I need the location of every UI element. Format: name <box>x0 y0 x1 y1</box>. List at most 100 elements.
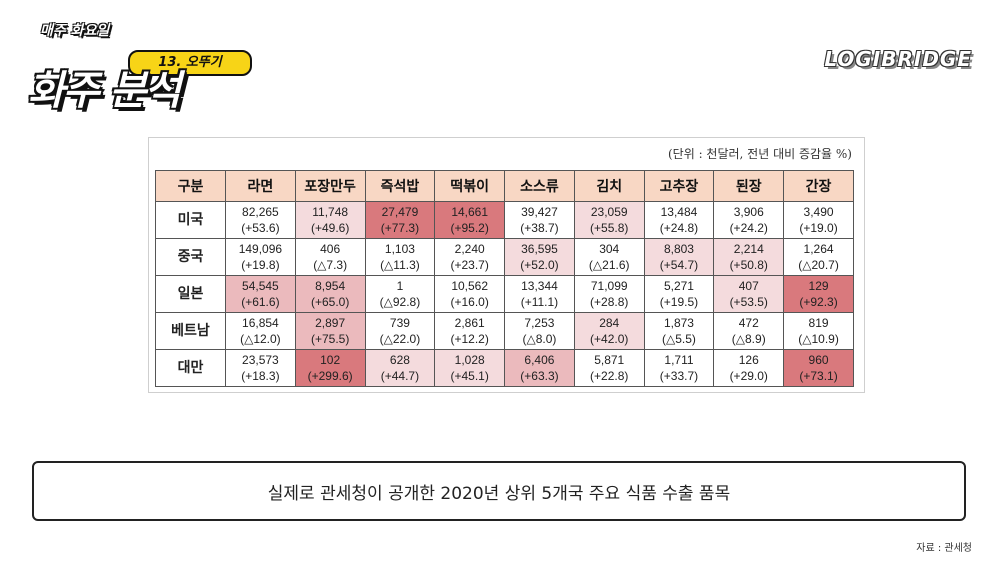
cell-change: (+54.7) <box>659 258 699 272</box>
cell-change: (+50.8) <box>729 258 768 272</box>
cell-change: (+24.8) <box>659 221 699 235</box>
cell-value: 5,871 <box>594 353 625 367</box>
cell-value: 3,906 <box>733 205 764 219</box>
table-cell: 628 (+44.7) <box>364 349 436 387</box>
cell-change: (△8.0) <box>522 332 557 346</box>
table-cell: 16,854 (△12.0) <box>225 312 296 350</box>
table-cell: 82,265 (+53.6) <box>225 201 296 239</box>
table-cell: 39,427 (+38.7) <box>504 201 575 239</box>
cell-value: 819 <box>808 316 829 330</box>
table-cell: 23,573 (+18.3) <box>225 349 296 387</box>
cell-value: 407 <box>738 279 759 293</box>
table-cell: 1 (△92.8) <box>364 275 436 313</box>
cell-value: 406 <box>320 242 341 256</box>
cell-value: 2,897 <box>315 316 346 330</box>
table-cell: 1,028 (+45.1) <box>434 349 506 387</box>
cell-change: (△10.9) <box>798 332 839 346</box>
cell-value: 628 <box>389 353 410 367</box>
cell-value: 8,803 <box>663 242 694 256</box>
cell-change: (△7.3) <box>313 258 348 272</box>
cell-value: 14,661 <box>451 205 489 219</box>
unit-note: (단위 : 천달러, 전년 대비 증감율 %) <box>668 147 852 161</box>
column-header: 즉석밥 <box>364 170 436 202</box>
cell-value: 36,595 <box>521 242 558 256</box>
cell-change: (△5.5) <box>662 332 696 346</box>
column-header: 떡볶이 <box>434 170 506 202</box>
logo-title: 화주 분석 <box>28 68 181 114</box>
cell-value: 54,545 <box>242 279 279 293</box>
cell-change: (+53.6) <box>241 221 280 235</box>
cell-value: 1,873 <box>663 316 694 330</box>
row-label: 베트남 <box>155 312 226 350</box>
cell-change: (+63.3) <box>520 369 559 383</box>
cell-value: 82,265 <box>242 205 279 219</box>
cell-change: (+53.5) <box>729 295 768 309</box>
cell-change: (+92.3) <box>799 295 838 309</box>
table-cell: 14,661 (+95.2) <box>434 201 506 239</box>
cell-value: 2,861 <box>454 316 485 330</box>
cell-value: 472 <box>738 316 759 330</box>
cell-value: 960 <box>808 353 829 367</box>
cell-value: 1,264 <box>803 242 834 256</box>
cell-value: 13,484 <box>660 205 698 219</box>
cell-change: (+44.7) <box>380 369 420 383</box>
table-cell: 129 (+92.3) <box>783 275 854 313</box>
table-cell: 102 (+299.6) <box>294 349 366 387</box>
cell-change: (△21.6) <box>588 258 630 272</box>
row-label: 미국 <box>155 201 226 239</box>
cell-change: (△11.3) <box>380 258 420 272</box>
table-cell: 1,873 (△5.5) <box>643 312 715 350</box>
cell-change: (+28.8) <box>590 295 629 309</box>
cell-value: 10,562 <box>451 279 489 293</box>
table-cell: 23,059 (+55.8) <box>573 201 645 239</box>
table-cell: 6,406 (+63.3) <box>504 349 575 387</box>
cell-value: 23,573 <box>242 353 279 367</box>
table-cell: 3,906 (+24.2) <box>713 201 785 239</box>
column-header: 된장 <box>713 170 785 202</box>
table-cell: 1,711 (+33.7) <box>643 349 715 387</box>
cell-change: (+42.0) <box>590 332 629 346</box>
column-header: 라면 <box>225 170 296 202</box>
table-cell: 5,271 (+19.5) <box>643 275 715 313</box>
cell-value: 27,479 <box>381 205 419 219</box>
table-cell: 149,096 (+19.8) <box>225 238 296 276</box>
cell-value: 3,490 <box>803 205 834 219</box>
caption-box: 실제로 관세청이 공개한 2020년 상위 5개국 주요 식품 수출 품목 <box>32 461 966 521</box>
column-header: 고추장 <box>643 170 715 202</box>
cell-change: (△92.8) <box>379 295 421 309</box>
table-cell: 407 (+53.5) <box>713 275 785 313</box>
table-cell: 7,253 (△8.0) <box>504 312 575 350</box>
table-cell: 1,264 (△20.7) <box>783 238 854 276</box>
cell-value: 23,059 <box>590 205 628 219</box>
cell-value: 1,028 <box>454 353 485 367</box>
table-header-row: 구분 라면 포장만두 즉석밥 떡볶이 소스류 김치 고추장 된장 간장 <box>155 170 854 202</box>
table-row: 대만 23,573 (+18.3) 102 (+299.6) 628 (+44.7) 1,02… <box>155 349 854 387</box>
table-cell: 960 (+73.1) <box>783 349 854 387</box>
table-cell: 36,595 (+52.0) <box>504 238 575 276</box>
cell-change: (+55.8) <box>590 221 629 235</box>
cell-change: (+77.3) <box>380 221 420 235</box>
source-note: 자료 : 관세청 <box>916 543 972 554</box>
cell-change: (+12.2) <box>450 332 489 346</box>
cell-value: 11,748 <box>312 205 349 219</box>
table-cell: 54,545 (+61.6) <box>225 275 296 313</box>
table-cell: 739 (△22.0) <box>364 312 436 350</box>
cell-change: (+75.5) <box>310 332 350 346</box>
table-row: 일본 54,545 (+61.6) 8,954 (+65.0) 1 (△92.8) 10,56… <box>155 275 854 313</box>
table-cell: 71,099 (+28.8) <box>573 275 645 313</box>
cell-change: (△8.9) <box>731 332 766 346</box>
table-cell: 5,871 (+22.8) <box>573 349 645 387</box>
cell-change: (+73.1) <box>799 369 838 383</box>
cell-value: 6,406 <box>524 353 555 367</box>
table-cell: 304 (△21.6) <box>573 238 645 276</box>
table-cell: 8,954 (+65.0) <box>294 275 366 313</box>
cell-value: 1,103 <box>384 242 415 256</box>
cell-value: 2,214 <box>733 242 764 256</box>
row-label: 중국 <box>155 238 226 276</box>
cell-change: (+19.0) <box>799 221 838 235</box>
table-cell: 2,214 (+50.8) <box>713 238 785 276</box>
logo: 매주 화요일 13. 오뚜기 화주 분석 <box>28 20 252 114</box>
logo-schedule-text: 매주 화요일 <box>40 23 110 39</box>
cell-value: 1,711 <box>664 353 694 367</box>
table-cell: 284 (+42.0) <box>573 312 645 350</box>
